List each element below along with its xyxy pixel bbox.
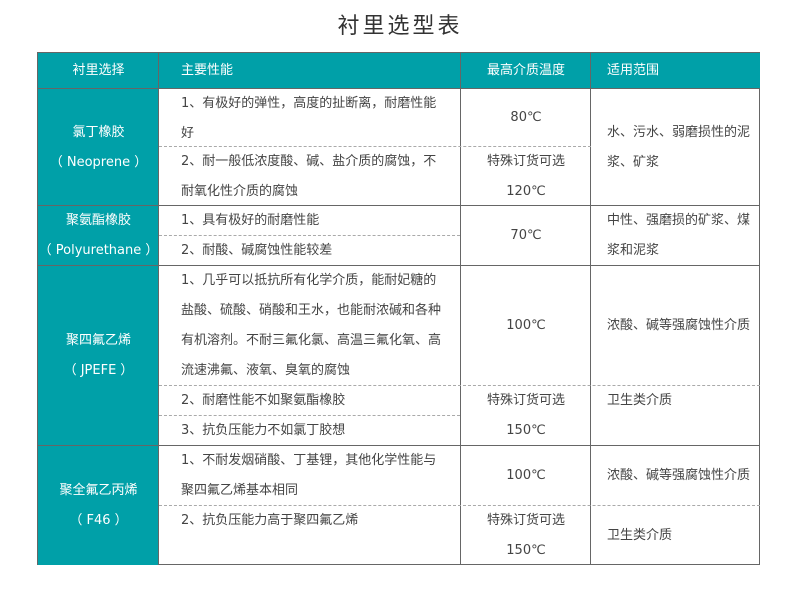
divider: [159, 415, 460, 416]
performance-cell: 2、抗负压能力高于聚四氟乙烯: [181, 513, 359, 528]
range-cell: 浓酸、碱等强腐蚀性介质: [607, 318, 751, 333]
lining-ptfe: 聚四氟乙烯（ JPEFE ）: [38, 266, 159, 446]
divider: [38, 445, 760, 446]
range-cell: 水、污水、弱磨损性的泥浆、矿浆: [607, 124, 751, 170]
header-range: 适用范围: [591, 53, 760, 88]
performance-cell: 1、几乎可以抵抗所有化学介质，能耐妃糖的盐酸、硫酸、硝酸和王水，也能耐浓碱和各种…: [181, 273, 442, 378]
temp-cell: 特殊订货可选 120℃: [486, 153, 565, 199]
divider: [159, 235, 460, 236]
performance-cell: 2、耐酸、碱腐蚀性能较差: [181, 243, 333, 258]
temp-cell: 80℃: [510, 110, 542, 125]
divider: [159, 385, 760, 386]
temp-cell: 100℃: [506, 468, 546, 483]
divider: [38, 88, 760, 89]
range-cell: 浓酸、碱等强腐蚀性介质: [607, 468, 751, 483]
divider: [38, 265, 760, 266]
temp-cell: 特殊订货可选 150℃: [486, 513, 565, 558]
lining-polyurethane: 聚氨酯橡胶（ Polyurethane ）: [38, 206, 159, 266]
performance-cell: 1、有极好的弹性，高度的扯断离，耐磨性能好: [181, 96, 437, 141]
divider: [159, 146, 591, 147]
range-cell: 中性、强磨损的矿浆、煤浆和泥浆: [607, 213, 751, 258]
header-performance: 主要性能: [159, 53, 461, 88]
temp-cell: 100℃: [506, 318, 546, 333]
divider: [38, 205, 760, 206]
divider: [158, 53, 159, 565]
lining-name: 氯丁橡胶: [72, 124, 125, 140]
divider: [159, 505, 760, 506]
temp-cell: 70℃: [510, 228, 542, 243]
lining-neoprene: 氯丁橡胶 （ Neoprene ）: [38, 89, 159, 206]
performance-cell: 2、耐一般低浓度酸、碱、盐介质的腐蚀，不耐氧化性介质的腐蚀: [181, 154, 437, 199]
divider: [590, 53, 591, 565]
page-title: 衬里选型表: [337, 14, 463, 39]
performance-cell: 3、抗负压能力不如氯丁胶想: [181, 423, 346, 438]
lining-en-name: （ Neoprene ）: [49, 154, 148, 170]
lining-selection-table: 衬里选择 主要性能 最高介质温度 适用范围 氯丁橡胶 （ Neoprene ） 1…: [37, 52, 760, 565]
lining-f46: 聚全氟乙丙烯（ F46 ）: [38, 446, 159, 565]
header-max-temp: 最高介质温度: [461, 53, 591, 88]
divider: [460, 53, 461, 565]
header-lining: 衬里选择: [38, 53, 159, 88]
performance-cell: 1、具有极好的耐磨性能: [181, 213, 320, 228]
range-cell: 卫生类介质: [607, 527, 673, 543]
performance-cell: 2、耐磨性能不如聚氨酯橡胶: [181, 393, 346, 408]
range-cell: 卫生类介质: [607, 393, 673, 408]
temp-cell: 特殊订货可选 150℃: [486, 393, 565, 438]
performance-cell: 1、不耐发烟硝酸、丁基锂，其他化学性能与聚四氟乙烯基本相同: [181, 453, 437, 498]
